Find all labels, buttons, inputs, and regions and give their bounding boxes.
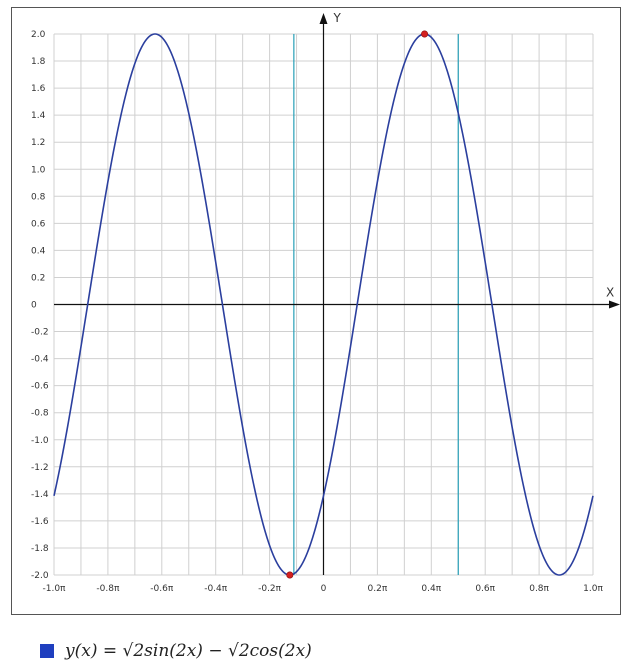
y-tick-label: 1.2 — [31, 138, 45, 148]
x-tick-label: 0.4π — [421, 584, 441, 594]
y-tick-label: 0.4 — [31, 246, 46, 256]
y-tick-label: -1.8 — [31, 544, 49, 554]
x-tick-labels: -1.0π -0.8π -0.6π -0.4π -0.2π 0 0.2π 0.4π 0.6π 0.… — [43, 584, 604, 594]
x-tick-label: -0.6π — [150, 584, 174, 594]
x-tick-label: -0.4π — [204, 584, 228, 594]
legend-swatch — [40, 644, 54, 658]
y-tick-label: -2.0 — [31, 571, 49, 581]
chart-frame: 2.0 1.8 1.6 1.4 1.2 1.0 0.8 0.6 0.4 0.2 0 -0.2 -0.4 -… — [11, 7, 621, 615]
y-tick-label: 0.6 — [31, 219, 46, 229]
x-axis-label: X — [606, 286, 614, 300]
y-tick-label: 1.8 — [31, 57, 46, 67]
y-tick-label: 0.8 — [31, 192, 46, 202]
y-tick-labels: 2.0 1.8 1.6 1.4 1.2 1.0 0.8 0.6 0.4 0.2 0 -0.2 -0.4 -… — [31, 30, 49, 581]
legend: y(x) = √2sin(2x) − √2cos(2x) — [40, 640, 312, 662]
x-tick-label: 1.0π — [583, 584, 603, 594]
y-tick-label: -0.4 — [31, 355, 49, 365]
y-tick-label: -1.4 — [31, 490, 49, 500]
x-tick-label: -0.8π — [96, 584, 120, 594]
x-tick-label: 0.2π — [368, 584, 388, 594]
x-axis-arrow — [609, 300, 620, 309]
y-tick-label: -0.2 — [31, 328, 49, 338]
x-tick-label: 0 — [321, 584, 327, 594]
series-line — [53, 33, 594, 576]
extremum-point — [421, 30, 429, 38]
axes — [54, 13, 620, 575]
x-tick-label: -0.2π — [258, 584, 282, 594]
markers — [286, 30, 429, 579]
y-tick-label: -1.2 — [31, 463, 49, 473]
extremum-point — [286, 571, 294, 579]
y-tick-label: 0.2 — [31, 273, 45, 283]
y-tick-label: -1.6 — [31, 517, 49, 527]
x-tick-label: 0.8π — [529, 584, 549, 594]
curves — [53, 33, 594, 576]
x-tick-label: -1.0π — [43, 584, 67, 594]
y-tick-label: 2.0 — [31, 30, 46, 40]
y-tick-label: 1.0 — [31, 165, 46, 175]
legend-label: y(x) = √2sin(2x) − √2cos(2x) — [65, 641, 312, 661]
y-tick-label: -0.6 — [31, 382, 49, 392]
y-axis-arrow — [319, 13, 328, 24]
y-tick-label: 1.4 — [31, 111, 46, 121]
y-axis-label: Y — [333, 11, 342, 25]
x-tick-label: 0.6π — [475, 584, 495, 594]
y-tick-label: 0 — [31, 301, 37, 311]
chart-plot: 2.0 1.8 1.6 1.4 1.2 1.0 0.8 0.6 0.4 0.2 0 -0.2 -0.4 -… — [31, 11, 620, 594]
y-tick-label: 1.6 — [31, 84, 46, 94]
y-tick-label: -1.0 — [31, 436, 49, 446]
y-tick-label: -0.8 — [31, 409, 49, 419]
